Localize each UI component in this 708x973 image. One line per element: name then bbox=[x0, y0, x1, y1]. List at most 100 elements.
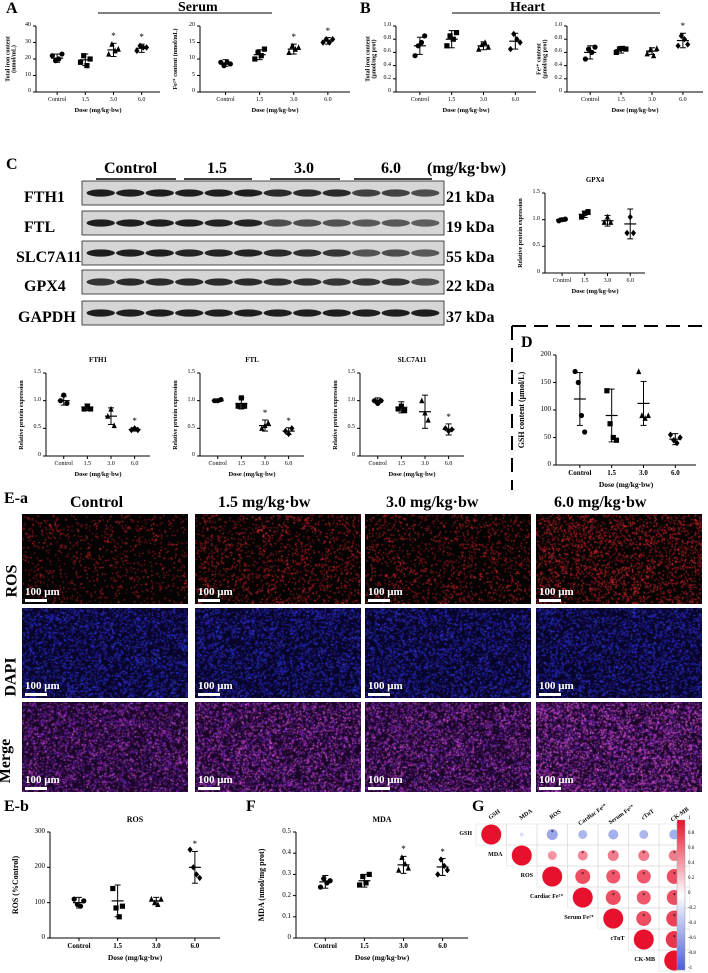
data-point bbox=[667, 431, 674, 438]
data-point bbox=[110, 885, 116, 892]
corr-star: * bbox=[642, 913, 646, 920]
wb-band bbox=[322, 309, 351, 317]
wb-band bbox=[352, 249, 381, 257]
wb-kda-gpx4: 22 kDa bbox=[446, 278, 495, 295]
micrograph-merge-0: 100 μm bbox=[22, 702, 188, 792]
data-point bbox=[135, 426, 141, 434]
x-tick-label: 6.0 bbox=[670, 469, 680, 477]
panel-label-a: A bbox=[6, 0, 18, 17]
x-tick-label: 6.0 bbox=[284, 461, 293, 467]
corr-circle bbox=[606, 869, 621, 884]
wb-band bbox=[234, 278, 263, 286]
y-tick-label: 1.0 bbox=[532, 215, 541, 222]
corr-circle bbox=[546, 829, 558, 840]
significance-star: * bbox=[291, 32, 297, 43]
corr-star: * bbox=[611, 892, 615, 899]
data-point bbox=[87, 56, 93, 62]
data-point bbox=[187, 846, 193, 853]
y-tick-label: 15 bbox=[189, 38, 195, 45]
data-point bbox=[116, 914, 122, 920]
wb-kda-slc7a11: 55 kDa bbox=[446, 249, 495, 266]
colorbar-tick-label: 0.4 bbox=[688, 861, 695, 866]
data-point bbox=[511, 30, 517, 38]
colorbar-tick-label: 0 bbox=[688, 891, 691, 896]
scale-bar-line bbox=[25, 787, 47, 790]
data-point bbox=[441, 862, 447, 870]
x-tick-label: 1.5 bbox=[113, 942, 122, 950]
y-tick-label: 0.5 bbox=[532, 242, 541, 249]
wb-band bbox=[234, 219, 263, 227]
wb-band bbox=[322, 249, 351, 257]
x-tick-label: 1.5 bbox=[81, 97, 90, 103]
data-point bbox=[582, 210, 588, 216]
data-point bbox=[140, 44, 146, 51]
data-point bbox=[321, 876, 327, 882]
y-tick-label: 1.5 bbox=[33, 369, 42, 375]
wb-band bbox=[411, 219, 440, 227]
wb-band bbox=[293, 249, 322, 257]
wb-band bbox=[86, 189, 115, 197]
significance-star: * bbox=[262, 408, 268, 419]
data-point bbox=[84, 63, 90, 69]
data-point bbox=[57, 398, 64, 404]
y-tick-label: 150 bbox=[540, 377, 552, 386]
x-tick-label: 3.0 bbox=[290, 97, 298, 103]
scale-bar-line bbox=[198, 599, 220, 602]
panel-label-ea: E-a bbox=[4, 490, 28, 507]
x-tick-label: 3.0 bbox=[261, 461, 269, 467]
scale-bar: 100 μm bbox=[198, 680, 233, 696]
x-tick-label: 1.5 bbox=[581, 278, 589, 284]
data-point bbox=[405, 864, 411, 871]
wb-band bbox=[411, 189, 440, 197]
wb-band bbox=[204, 219, 233, 227]
data-point bbox=[645, 412, 651, 419]
wb-band bbox=[381, 309, 410, 317]
data-point bbox=[398, 403, 404, 409]
data-point bbox=[482, 39, 488, 46]
data-point bbox=[444, 866, 450, 874]
wb-group-label-6-0: 6.0 bbox=[381, 160, 401, 177]
colorbar bbox=[676, 819, 686, 971]
wb-kda-gapdh: 37 kDa bbox=[446, 309, 495, 326]
y-axis-label: Relative protein expression bbox=[18, 379, 25, 450]
colorbar-tick-label: 0.6 bbox=[688, 846, 695, 851]
x-axis-label: Dose (mg/kg·bw) bbox=[354, 953, 410, 962]
data-point bbox=[647, 46, 653, 53]
micrograph-merge-3: 100 μm bbox=[536, 702, 702, 792]
data-point bbox=[109, 40, 115, 47]
x-tick-label: 3.0 bbox=[109, 97, 118, 103]
x-tick-label: 3.0 bbox=[639, 469, 648, 477]
micrograph-dapi-0: 100 μm bbox=[22, 608, 188, 698]
corr-star: * bbox=[672, 871, 676, 878]
x-tick-label: Control bbox=[581, 97, 600, 103]
x-tick-label: Control bbox=[54, 461, 73, 467]
micro-col-6-0: 6.0 mg/kg·bw bbox=[554, 494, 647, 511]
chart-slc7a11 bbox=[357, 372, 464, 459]
scale-bar: 100 μm bbox=[368, 586, 403, 602]
scale-bar-line bbox=[539, 693, 561, 696]
data-point bbox=[446, 427, 452, 435]
data-point bbox=[678, 32, 684, 40]
y-tick-label: 0 bbox=[547, 460, 552, 468]
x-tick-label: 1.5 bbox=[607, 469, 617, 477]
micro-col-1-5: 1.5 mg/kg·bw bbox=[218, 494, 311, 511]
data-point bbox=[360, 873, 366, 880]
data-point bbox=[190, 864, 196, 871]
y-tick-label: 0 bbox=[28, 88, 31, 94]
micro-row-dapi: DAPI bbox=[2, 657, 20, 697]
corr-star: * bbox=[642, 850, 646, 857]
wb-protein-fth1: FTH1 bbox=[24, 189, 65, 206]
data-point bbox=[49, 53, 55, 59]
data-point bbox=[578, 214, 585, 220]
wb-band bbox=[352, 278, 381, 286]
chart-title: MDA bbox=[372, 815, 392, 824]
data-point bbox=[418, 39, 425, 46]
y-tick-label: 20 bbox=[189, 22, 195, 28]
y-tick-label: 1.0 bbox=[383, 22, 392, 28]
scale-bar-line bbox=[25, 599, 47, 602]
y-axis-label: GSH content (μmol/L) bbox=[516, 371, 526, 449]
wb-band bbox=[352, 219, 381, 227]
y-tick-label: 0.2 bbox=[282, 890, 291, 899]
x-axis-label: Dose (mg/kg·bw) bbox=[74, 471, 122, 478]
y-tick-label: 10 bbox=[25, 71, 31, 78]
